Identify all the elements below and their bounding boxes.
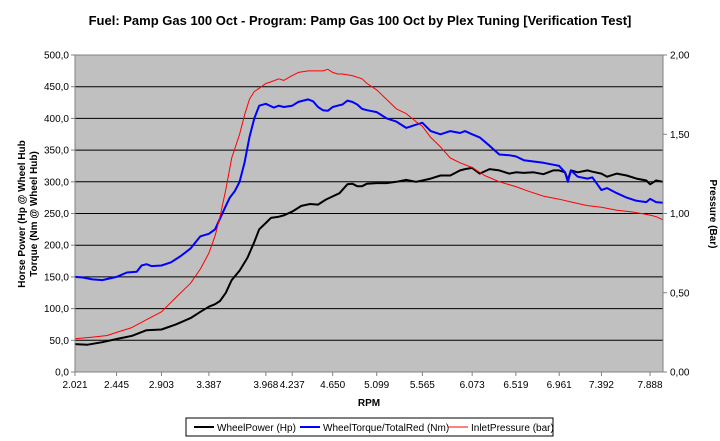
legend-label-2: WheelTorque/TotalRed (Nm) [323,423,449,434]
y-left-tick-label: 200,0 [44,241,69,252]
y-right-tick-label: 1,00 [670,209,690,220]
y-axis-left-label-line1: Horse Power (Hp @ Wheel Hub [17,140,28,288]
y-left-tick-label: 500,0 [44,51,69,62]
y-left-tick-label: 250,0 [44,209,69,220]
y-left-tick-label: 400,0 [44,114,69,125]
x-tick-label: 3.968 [253,380,278,391]
series-layer [74,68,664,346]
x-tick-label: 7.392 [589,380,614,391]
y-right-tick-label: 0,50 [670,288,690,299]
y-right-tick-label: 2,00 [670,51,690,62]
x-tick-label: 5.099 [364,380,389,391]
x-tick-label: 2.021 [62,380,87,391]
x-axis-label: RPM [358,398,380,409]
y-right-tick-label: 1,50 [670,130,690,141]
legend-label-1: WheelPower (Hp) [217,423,296,434]
y-axis-right-label: Pressure (Bar) [707,180,718,249]
x-tick-label: 6.519 [503,380,528,391]
y-left-tick-label: 350,0 [44,146,69,157]
x-tick-label: 4.650 [320,380,345,391]
y-left-tick-label: 0,0 [55,368,69,379]
series-line-2 [74,98,664,282]
x-tick-label: 3.387 [196,380,221,391]
x-tick-label: 4.237 [280,380,305,391]
legend-label-3: InletPressure (bar) [471,423,554,434]
x-tick-label: 2.903 [149,380,174,391]
y-left-tick-label: 450,0 [44,82,69,93]
x-tick-label: 6.073 [460,380,485,391]
tick-labels: 0,0 50,0 100,0 150,0 200,0 250,0 300,0 350,0 400… [44,51,690,392]
y-left-tick-label: 150,0 [44,272,69,283]
series-line-3 [74,68,664,340]
y-right-tick-label: 0,00 [670,368,690,379]
x-tick-label: 5.565 [410,380,435,391]
y-left-tick-label: 300,0 [44,177,69,188]
y-axis-left-label-line2: Torque (Nm @ Wheel Hub) [29,151,40,277]
chart-title: Fuel: Pamp Gas 100 Oct - Program: Pamp G… [89,13,632,28]
y-left-tick-label: 50,0 [50,336,70,347]
axes [71,54,667,376]
legend: WheelPower (Hp) WheelTorque/TotalRed (Nm)… [185,417,554,437]
x-tick-label: 2.445 [104,380,129,391]
gridlines [75,86,663,341]
legend-box [185,417,554,437]
y-left-tick-label: 100,0 [44,304,69,315]
x-tick-label: 7.888 [638,380,663,391]
x-tick-label: 6.961 [547,380,572,391]
